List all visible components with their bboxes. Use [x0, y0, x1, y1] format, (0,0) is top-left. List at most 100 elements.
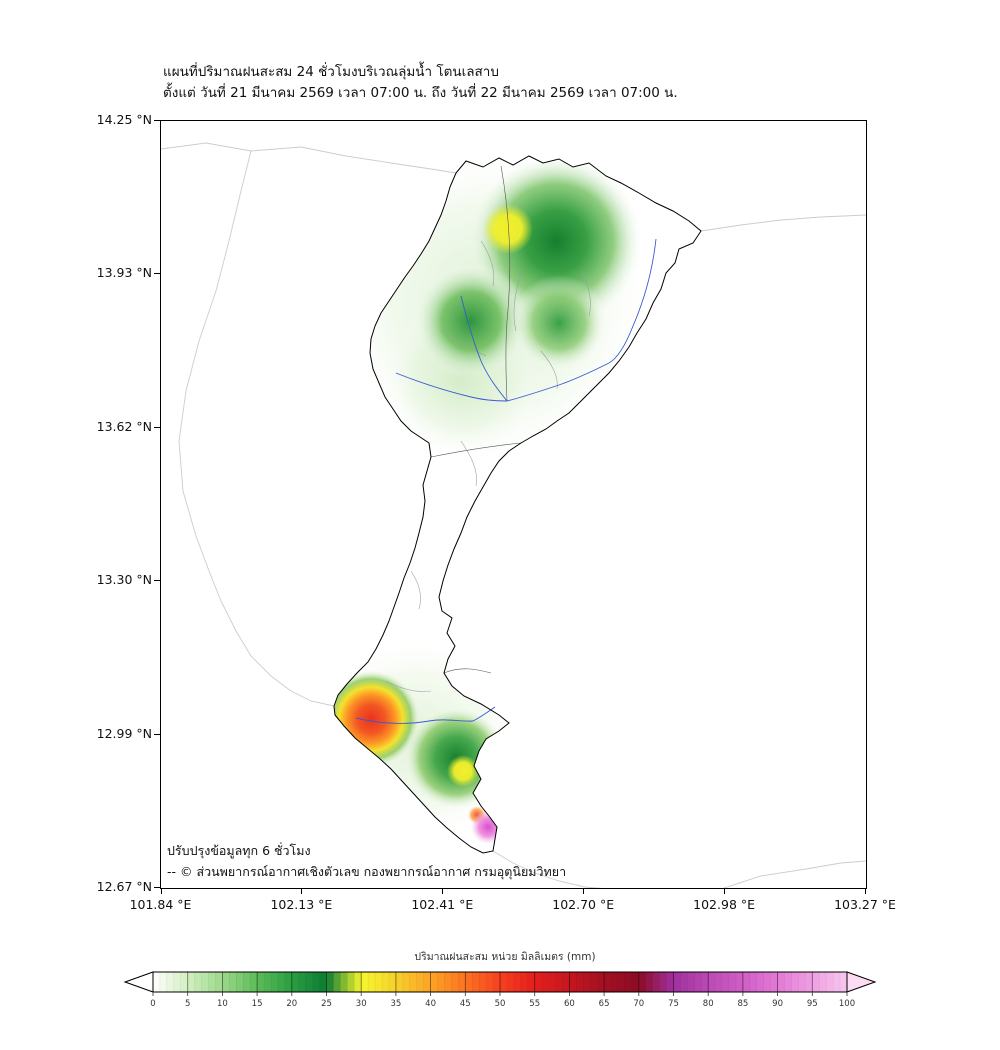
colorbar-underflow-arrow [123, 971, 154, 993]
border-line [178, 150, 335, 707]
colorbar-segment [791, 972, 799, 992]
colorbar-segment [201, 972, 209, 992]
colorbar-segment [680, 972, 688, 992]
colorbar-segment [375, 972, 383, 992]
map-annotations: ปรับปรุงข้อมูลทุก 6 ชั่วโมง -- © ส่วนพยา… [167, 840, 566, 883]
colorbar-tick-label: 90 [772, 999, 783, 1009]
stream-lines [385, 240, 591, 692]
colorbar-segment [423, 972, 431, 992]
colorbar-tick-label: 100 [839, 999, 855, 1009]
colorbar-segment [784, 972, 792, 992]
colorbar-segment [340, 972, 348, 992]
colorbar-segment [763, 972, 771, 992]
colorbar-segment [527, 972, 535, 992]
lon-tick-label: 103.27 °E [834, 897, 896, 912]
colorbar-tick-label: 75 [668, 999, 679, 1009]
colorbar-segment [840, 972, 848, 992]
colorbar-segment [153, 972, 161, 992]
colorbar-segment [257, 972, 265, 992]
colorbar-segment [437, 972, 445, 992]
colorbar-segment [777, 972, 785, 992]
colorbar-segment [833, 972, 841, 992]
colorbar-segment [742, 972, 751, 992]
river [460, 295, 508, 402]
colorbar-segment [576, 972, 584, 992]
border-line [161, 142, 457, 174]
colorbar-segment [382, 972, 390, 992]
colorbar-segment [624, 972, 633, 992]
colorbar-tick-label: 85 [737, 999, 748, 1009]
colorbar-segment [312, 972, 320, 992]
lon-tick-label: 102.98 °E [693, 897, 756, 912]
river [355, 717, 474, 724]
divide [430, 442, 522, 458]
colorbar-segment [659, 972, 667, 992]
colorbar-segment [326, 972, 334, 992]
lat-tick-label: 12.67 °N [96, 879, 152, 894]
colorbar-segment [388, 972, 397, 992]
lat-tick-label: 13.93 °N [96, 265, 152, 281]
lon-tick-label: 101.84 °E [129, 897, 192, 912]
colorbar-segment [756, 972, 765, 992]
colorbar-segment [222, 972, 230, 992]
colorbar-segment [208, 972, 216, 992]
colorbar-segment [729, 972, 737, 992]
colorbar-segment [611, 972, 619, 992]
colorbar-segment [264, 972, 272, 992]
colorbar-segment [444, 972, 452, 992]
colorbar-segment [548, 972, 556, 992]
map-plot: ปรับปรุงข้อมูลทุก 6 ชั่วโมง -- © ส่วนพยา… [160, 120, 867, 889]
annotation-credit: -- © ส่วนพยากรณ์อากาศเชิงตัวเลข กองพยากร… [167, 863, 567, 879]
colorbar-segment [666, 972, 674, 992]
colorbar-segment [826, 972, 834, 992]
colorbar-segment [236, 972, 244, 992]
colorbar-tick-label: 80 [703, 999, 714, 1009]
colorbar-segment [243, 972, 251, 992]
colorbar-segment [486, 972, 494, 992]
colorbar-segment [270, 972, 279, 992]
colorbar-segment [555, 972, 563, 992]
colorbar-segment [180, 972, 188, 992]
stream [513, 270, 522, 332]
colorbar-segment [520, 972, 529, 992]
colorbar-segment [805, 972, 813, 992]
lon-tick-label: 102.13 °E [270, 897, 333, 912]
colorbar-segment [541, 972, 549, 992]
stream [580, 270, 591, 317]
admin-boundary-lines [161, 142, 866, 888]
colorbar-segment [590, 972, 598, 992]
colorbar-segment [722, 972, 730, 992]
lon-tick-mark [865, 888, 866, 894]
colorbar-segment [506, 972, 515, 992]
colorbar-segment [277, 972, 286, 992]
colorbar-segment [451, 972, 459, 992]
stream [385, 680, 432, 692]
colorbar-segment [472, 972, 480, 992]
colorbar-segment [701, 972, 709, 992]
colorbar-tick-label: 65 [599, 999, 610, 1009]
river [608, 238, 657, 364]
colorbar-tick-label: 35 [390, 999, 401, 1009]
colorbar-segment [715, 972, 723, 992]
lat-tick-mark [154, 580, 160, 582]
colorbar-segment [305, 972, 313, 992]
colorbar-segment [465, 972, 473, 992]
border-line [722, 860, 866, 888]
colorbar-segment [687, 972, 695, 992]
stream [440, 330, 487, 357]
colorbar-segment [319, 972, 327, 992]
lat-tick-mark [154, 887, 160, 888]
colorbar-segment [645, 972, 653, 992]
colorbar-tick-label: 5 [185, 999, 190, 1009]
colorbar-tick-label: 45 [460, 999, 471, 1009]
colorbar-segment [409, 972, 418, 992]
colorbar-tick-label: 25 [321, 999, 332, 1009]
colorbar-segment [250, 972, 258, 992]
river [395, 372, 508, 402]
lon-tick-mark [301, 888, 303, 894]
colorbar-segment [819, 972, 827, 992]
lat-tick-label: 13.30 °N [96, 572, 152, 588]
colorbar-segment [569, 972, 577, 992]
title-line1: แผนที่ปริมาณฝนสะสม 24 ชั่วโมงบริเวณลุ่มน… [163, 64, 499, 80]
